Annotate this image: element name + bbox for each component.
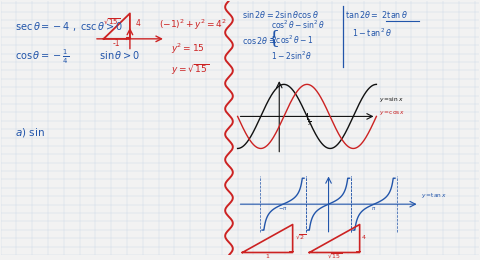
Text: $y=\!\tan x$: $y=\!\tan x$ — [421, 191, 447, 199]
Text: $1 - 2\sin^2\theta$: $1 - 2\sin^2\theta$ — [271, 49, 312, 62]
Text: $\cos^2\theta - \sin^2\theta$: $\cos^2\theta - \sin^2\theta$ — [271, 19, 325, 31]
Text: $\cos\theta = -\frac{1}{4}$          $\sin\theta > 0$: $\cos\theta = -\frac{1}{4}$ $\sin\theta … — [15, 48, 141, 66]
Text: $\frac{\pi}{2}$: $\frac{\pi}{2}$ — [307, 117, 312, 128]
Text: $1 - \tan^2\theta$: $1 - \tan^2\theta$ — [352, 26, 393, 39]
Text: $\sqrt{15}$: $\sqrt{15}$ — [327, 251, 342, 260]
Text: -1: -1 — [113, 40, 120, 48]
Text: $\pi$: $\pi$ — [372, 205, 377, 212]
Text: $\sqrt{15}$: $\sqrt{15}$ — [103, 16, 120, 26]
Text: $(-1)^2 + y^2 = 4^2$: $(-1)^2 + y^2 = 4^2$ — [158, 18, 227, 32]
Text: $y^2 = 15$: $y^2 = 15$ — [170, 42, 204, 56]
Text: $\sin2\theta = 2\sin\theta\cos\theta$: $\sin2\theta = 2\sin\theta\cos\theta$ — [242, 9, 319, 20]
Text: $y=\!\cos x$: $y=\!\cos x$ — [379, 109, 405, 116]
Text: $2\cos^2\theta - 1$: $2\cos^2\theta - 1$ — [271, 34, 314, 46]
Text: {: { — [268, 29, 280, 47]
Text: $y=\!\sin x$: $y=\!\sin x$ — [379, 95, 404, 104]
Text: $\cos2\theta =$: $\cos2\theta =$ — [242, 35, 276, 45]
Text: $\tan2\theta =\ 2\tan\theta$: $\tan2\theta =\ 2\tan\theta$ — [345, 9, 408, 20]
Text: $y = \sqrt{15}$: $y = \sqrt{15}$ — [170, 62, 209, 77]
Text: $\sec\theta = -4\ ,\ \csc\theta > 0$: $\sec\theta = -4\ ,\ \csc\theta > 0$ — [15, 20, 123, 32]
Text: 1: 1 — [265, 254, 269, 259]
Text: $-\pi$: $-\pi$ — [278, 205, 288, 212]
Text: 4: 4 — [136, 19, 141, 28]
Text: $\sqrt{2}$: $\sqrt{2}$ — [295, 232, 307, 241]
Text: 4: 4 — [362, 235, 366, 239]
Text: $a)\ \sin$: $a)\ \sin$ — [15, 126, 45, 139]
